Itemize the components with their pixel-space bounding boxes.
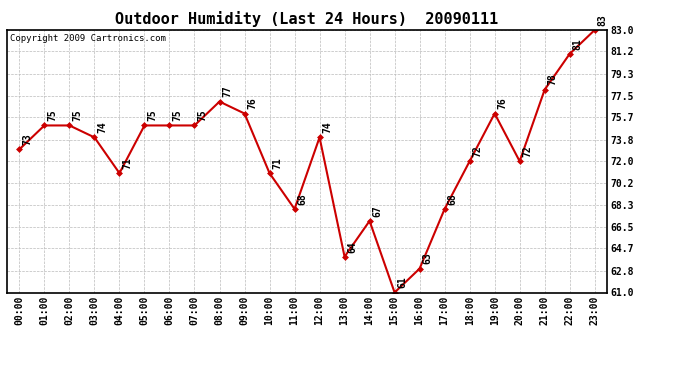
Text: 72: 72 (522, 146, 533, 157)
Text: 68: 68 (447, 193, 457, 205)
Text: 76: 76 (247, 98, 257, 109)
Text: 74: 74 (97, 122, 107, 133)
Text: 83: 83 (598, 14, 607, 26)
Text: 67: 67 (373, 205, 382, 217)
Text: 61: 61 (397, 277, 407, 288)
Text: 75: 75 (172, 110, 182, 121)
Text: 64: 64 (347, 241, 357, 252)
Text: 76: 76 (497, 98, 507, 109)
Text: 75: 75 (147, 110, 157, 121)
Text: 71: 71 (273, 157, 282, 169)
Text: 74: 74 (322, 122, 333, 133)
Text: Copyright 2009 Cartronics.com: Copyright 2009 Cartronics.com (10, 34, 166, 43)
Text: 75: 75 (47, 110, 57, 121)
Text: 73: 73 (22, 134, 32, 145)
Text: 63: 63 (422, 253, 433, 264)
Text: 75: 75 (72, 110, 82, 121)
Text: 68: 68 (297, 193, 307, 205)
Title: Outdoor Humidity (Last 24 Hours)  20090111: Outdoor Humidity (Last 24 Hours) 2009011… (115, 12, 499, 27)
Text: 78: 78 (547, 74, 558, 86)
Text: 75: 75 (197, 110, 207, 121)
Text: 72: 72 (473, 146, 482, 157)
Text: 71: 71 (122, 157, 132, 169)
Text: 81: 81 (573, 38, 582, 50)
Text: 77: 77 (222, 86, 233, 98)
